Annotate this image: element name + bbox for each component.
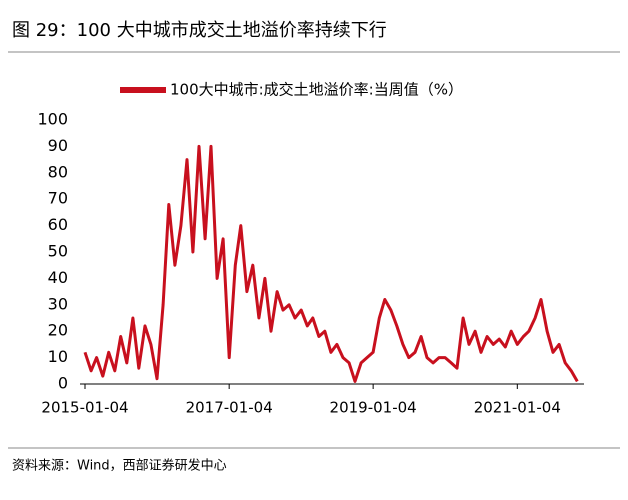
x-tick-label: 2021-01-04: [474, 399, 561, 417]
y-tick-label: 40: [48, 268, 68, 287]
x-tick-label: 2015-01-04: [41, 399, 128, 417]
y-tick-label: 10: [48, 347, 68, 366]
x-tick-label: 2017-01-04: [186, 399, 273, 417]
y-tick-label: 90: [48, 136, 68, 155]
y-tick-label: 100: [37, 110, 68, 129]
y-tick-label: 20: [48, 321, 68, 340]
y-tick-label: 30: [48, 294, 68, 313]
y-tick-label: 50: [48, 242, 68, 261]
data-line: [83, 144, 579, 383]
legend-label: 100大中城市:成交土地溢价率:当周值（%）: [170, 81, 463, 99]
y-tick-label: 70: [48, 189, 68, 208]
x-tick-label: 2019-01-04: [330, 399, 417, 417]
chart-title: 图 29：100 大中城市成交土地溢价率持续下行: [12, 20, 387, 41]
y-tick-label: 80: [48, 162, 68, 181]
source-note: 资料来源：Wind，西部证券研发中心: [12, 458, 227, 474]
y-tick-label: 60: [48, 215, 68, 234]
y-tick-label: 0: [58, 374, 68, 393]
